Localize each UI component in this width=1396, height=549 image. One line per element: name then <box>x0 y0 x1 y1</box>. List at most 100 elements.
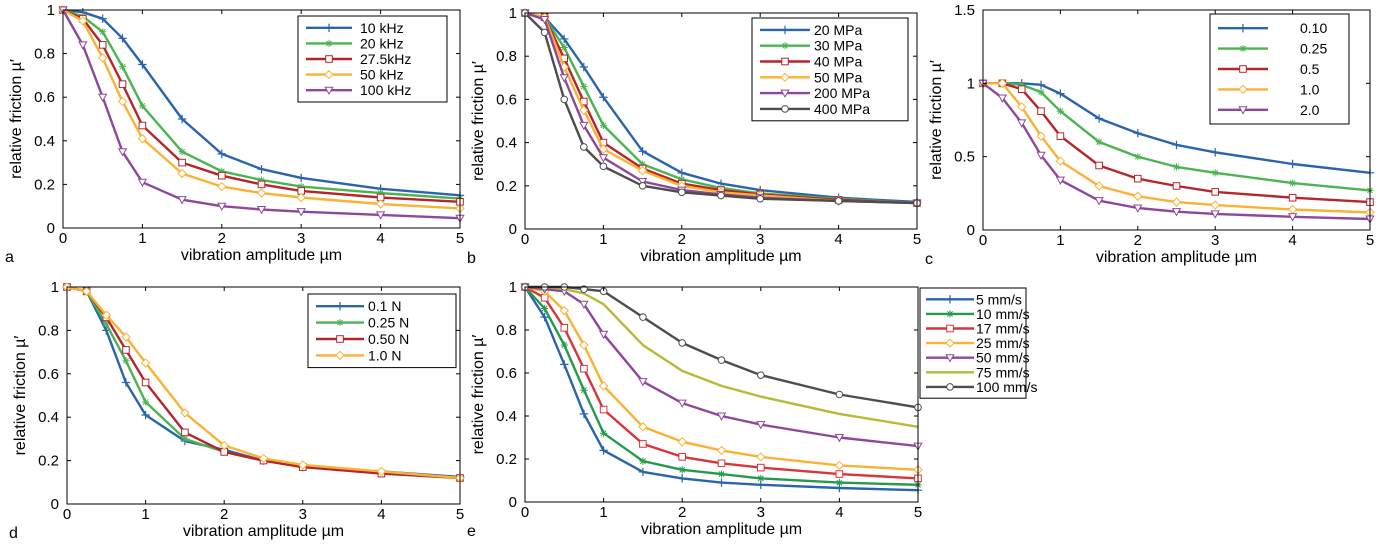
data-point <box>756 480 765 489</box>
data-point <box>181 428 189 437</box>
data-point <box>1211 188 1220 196</box>
data-point <box>257 180 266 189</box>
data-point <box>560 324 569 332</box>
legend-label: 0.1 N <box>368 298 401 314</box>
data-point <box>579 62 588 72</box>
data-point <box>598 154 609 163</box>
legend-label: 20 MPa <box>814 22 862 38</box>
data-point <box>297 173 306 183</box>
y-tick-label: 0 <box>509 494 517 511</box>
x-tick-label: 3 <box>756 231 764 248</box>
chart-panel-d: 0 1 2 3 4 5 0 0.2 0.4 0.6 0.8 1 vibration amplitude … <box>9 279 465 542</box>
data-point <box>178 148 186 156</box>
data-point <box>599 93 608 102</box>
legend-marker <box>945 354 955 363</box>
x-tick-label: 2 <box>218 230 226 247</box>
data-point <box>539 15 550 25</box>
x-axis-label: vibration amplitude µm <box>1096 249 1257 266</box>
y-tick-label: 0.2 <box>38 453 59 470</box>
data-point <box>1095 161 1103 170</box>
legend-item: 25 mm/s <box>926 335 1030 351</box>
y-tick-label: 1.5 <box>954 2 975 19</box>
data-point <box>177 114 187 124</box>
data-point <box>834 197 843 205</box>
legend-marker <box>1238 84 1248 95</box>
legend-item: 400 MPa <box>760 101 870 117</box>
legend-item: 0.50 N <box>316 331 409 347</box>
data-point <box>717 459 726 468</box>
legend-marker <box>946 383 954 391</box>
data-point <box>717 356 726 364</box>
data-point <box>559 305 570 316</box>
x-tick-label: 4 <box>377 506 385 523</box>
data-point <box>118 63 127 71</box>
data-point <box>1036 131 1046 141</box>
x-tick-label: 1 <box>599 504 607 521</box>
x-tick-label: 3 <box>757 504 765 521</box>
data-point <box>580 82 588 91</box>
x-tick-label: 5 <box>1366 232 1374 249</box>
y-tick-label: 1 <box>51 279 59 296</box>
legend-label: 10 kHz <box>360 20 404 36</box>
y-tick-label: 0.2 <box>496 178 517 195</box>
legend-label: 25 mm/s <box>976 335 1030 351</box>
data-point <box>835 479 843 487</box>
legend-marker <box>1238 24 1248 33</box>
legend: 0.1 N0.25 N0.50 N1.0 N <box>307 293 457 369</box>
data-point <box>1288 159 1297 169</box>
data-point <box>117 96 128 107</box>
legend-item: 100 kHz <box>306 82 411 98</box>
legend-label: 50 mm/s <box>976 350 1030 366</box>
legend-marker <box>1239 45 1247 53</box>
y-tick-label: 0.6 <box>496 365 517 382</box>
data-point <box>1134 174 1142 183</box>
data-point <box>997 78 1008 89</box>
legend-marker <box>324 86 334 96</box>
data-point <box>1133 204 1143 213</box>
legend-marker <box>781 57 789 66</box>
legend-item: 200 MPa <box>760 85 870 101</box>
x-tick-label: 4 <box>834 231 842 248</box>
data-point <box>638 378 648 387</box>
data-point <box>638 422 648 432</box>
data-point <box>1211 169 1219 177</box>
x-tick-label: 1 <box>599 231 607 248</box>
data-point <box>121 378 131 387</box>
legend-item: 2.0 <box>1218 102 1320 118</box>
legend-marker <box>946 310 954 318</box>
legend-item: 0.10 <box>1218 20 1327 36</box>
data-point <box>122 346 130 354</box>
legend-item: 0.25 <box>1218 41 1327 57</box>
data-point <box>1171 208 1182 217</box>
data-point <box>717 191 725 200</box>
data-point <box>579 105 589 115</box>
series-3 <box>979 79 1374 206</box>
data-point <box>560 360 569 369</box>
legend-label: 100 kHz <box>360 82 411 98</box>
data-point <box>579 300 589 310</box>
series-4 <box>58 5 465 214</box>
data-point <box>560 341 568 349</box>
y-tick-label: 0.4 <box>34 133 55 150</box>
data-point <box>177 196 187 205</box>
data-point <box>757 371 765 379</box>
data-point <box>835 470 844 478</box>
legend-label: 0.10 <box>1300 20 1327 36</box>
legend-label: 30 MPa <box>814 38 862 54</box>
data-point <box>579 121 589 131</box>
data-point <box>638 147 647 156</box>
legend-label: 50 kHz <box>360 67 404 83</box>
data-point <box>177 168 187 179</box>
data-point <box>559 74 569 83</box>
data-point <box>98 41 107 49</box>
legend-label: 0.50 N <box>368 331 409 347</box>
data-point <box>257 164 266 174</box>
data-point <box>1016 102 1027 112</box>
panel-label: a <box>5 249 14 266</box>
data-point <box>297 182 305 191</box>
legend-item: 1.0 N <box>316 347 401 363</box>
y-tick-label: 1 <box>47 2 55 19</box>
